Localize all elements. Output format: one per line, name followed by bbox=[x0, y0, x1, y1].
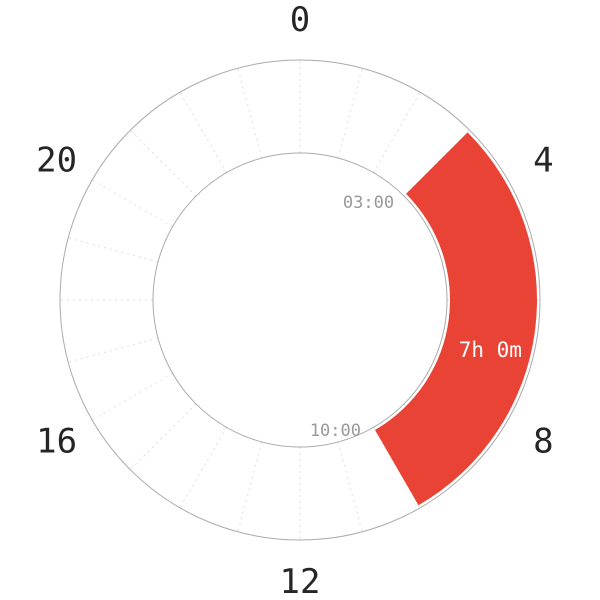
hour-tick-label: 0 bbox=[290, 0, 310, 40]
hour-gridline bbox=[68, 237, 159, 263]
segment-duration-label: 7h 0m bbox=[459, 338, 522, 362]
hour-labels: 0 4 8 12 16 20 bbox=[36, 0, 553, 600]
hour-gridline bbox=[91, 179, 173, 227]
hour-gridline bbox=[179, 91, 227, 173]
outer-ring bbox=[59, 59, 541, 541]
hour-tick-label: 4 bbox=[533, 141, 553, 181]
hour-gridline bbox=[68, 337, 159, 363]
hour-tick-label: 12 bbox=[280, 562, 321, 600]
hour-gridline bbox=[237, 68, 263, 159]
hour-gridline bbox=[91, 373, 173, 421]
hour-tick-label: 16 bbox=[36, 422, 77, 462]
segment-start-label: 03:00 bbox=[343, 193, 394, 213]
hour-tick-label: 20 bbox=[36, 141, 77, 181]
hour-gridline bbox=[179, 427, 227, 509]
segment-arc[interactable] bbox=[375, 132, 537, 506]
hour-gridline bbox=[337, 68, 363, 159]
inner-ring bbox=[152, 152, 448, 448]
hour-gridline bbox=[373, 91, 421, 173]
hour-gridline bbox=[337, 441, 363, 532]
segment-end-label: 10:00 bbox=[310, 421, 361, 441]
hour-gridline bbox=[129, 129, 197, 197]
hour-tick-label: 8 bbox=[533, 422, 553, 462]
segments: 03:00 10:00 7h 0m bbox=[310, 132, 537, 506]
hour-gridline bbox=[237, 441, 263, 532]
hour-gridline bbox=[129, 403, 197, 471]
